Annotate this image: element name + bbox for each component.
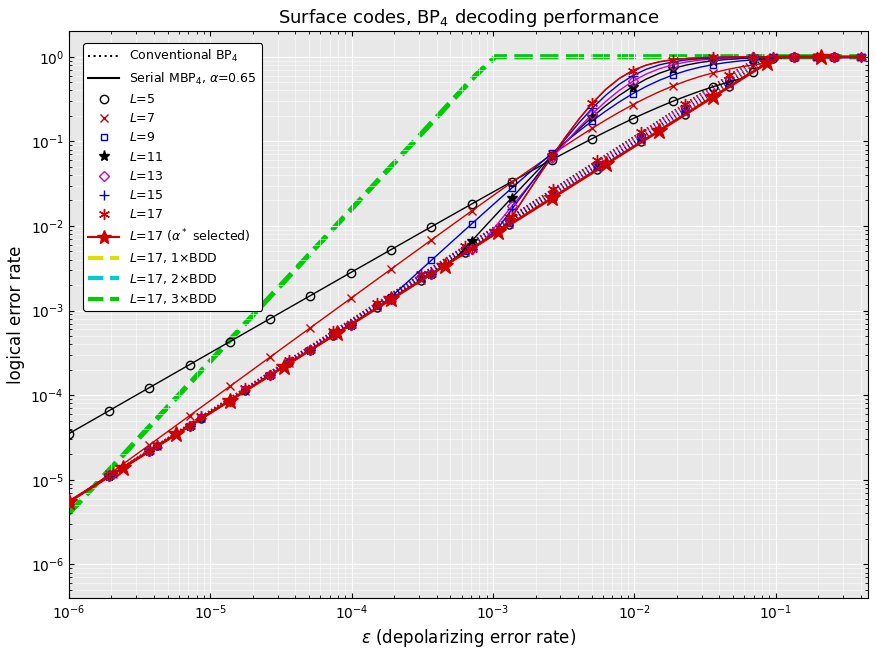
Title: Surface codes, BP$_4$ decoding performance: Surface codes, BP$_4$ decoding performan… xyxy=(278,7,659,29)
Legend: Conventional BP$_4$, Serial MBP$_4$, $\alpha$=0.65, $L$=5, $L$=7, $L$=9, $L$=11,: Conventional BP$_4$, Serial MBP$_4$, $\a… xyxy=(83,43,262,311)
Y-axis label: logical error rate: logical error rate xyxy=(7,245,25,384)
X-axis label: $\epsilon$ (depolarizing error rate): $\epsilon$ (depolarizing error rate) xyxy=(360,627,576,649)
